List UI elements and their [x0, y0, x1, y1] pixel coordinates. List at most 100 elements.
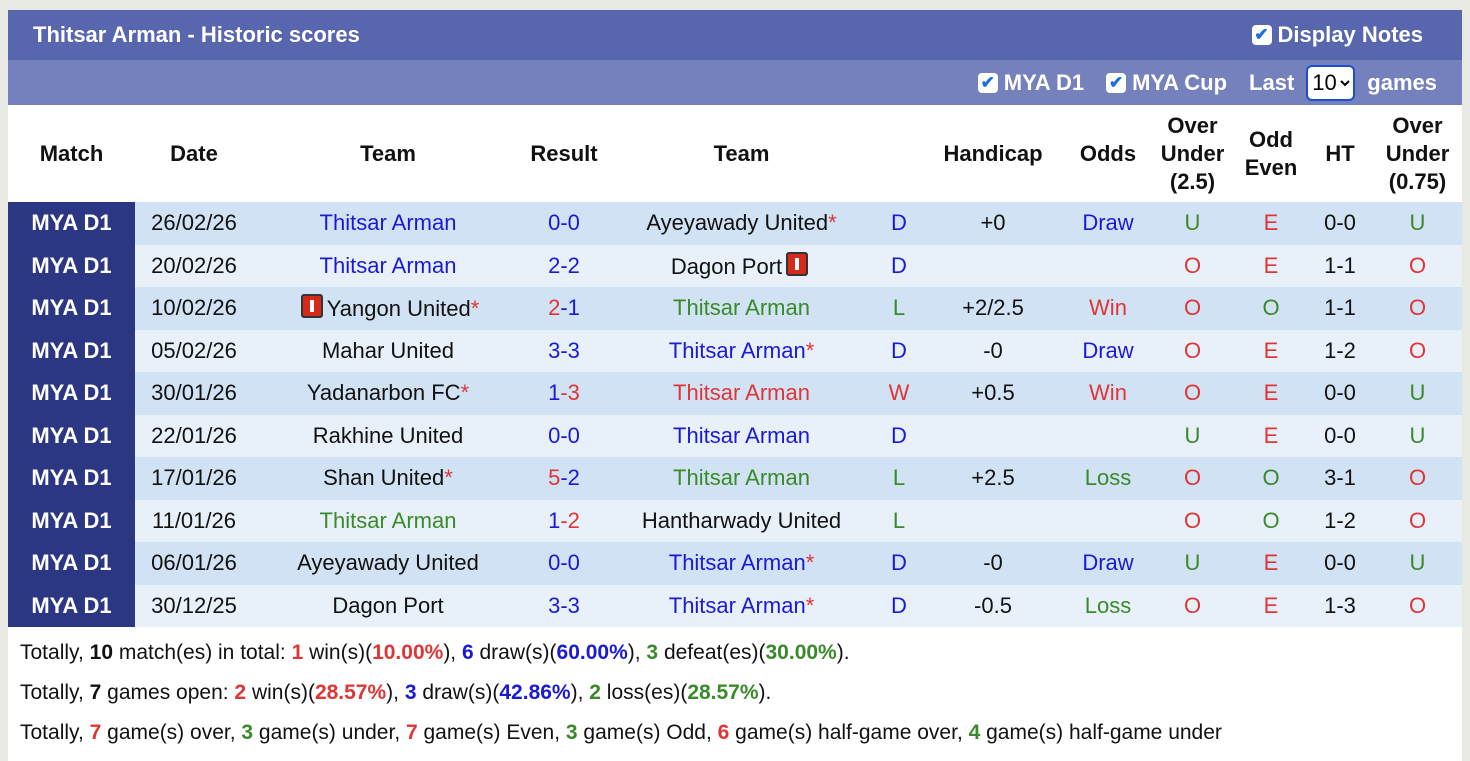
home-team-cell: Dagon Port	[253, 584, 523, 627]
match-league[interactable]: MYA D1	[8, 244, 135, 287]
summary-segment: game(s) Even,	[417, 721, 566, 744]
panel-title: Thitsar Arman - Historic scores	[33, 22, 360, 47]
result-score[interactable]: 2-1	[523, 287, 605, 330]
away-score: 3	[567, 337, 580, 363]
away-team-name[interactable]: Thitsar Arman	[668, 592, 806, 618]
summary-segment: ),	[627, 641, 647, 664]
summary-line: Totally, 7 game(s) over, 3 game(s) under…	[20, 713, 1450, 753]
summary-segment: ),	[443, 641, 462, 664]
away-team-name[interactable]: Thitsar Arman	[673, 380, 810, 406]
summary-segment: 6	[717, 721, 730, 744]
summary-segment: Totally,	[20, 641, 90, 664]
odd-even: E	[1235, 329, 1307, 372]
odds-result: Draw	[1066, 202, 1150, 245]
away-team-name[interactable]: Thitsar Arman	[668, 337, 806, 363]
checkbox-checked-icon[interactable]: ✔	[1106, 72, 1127, 93]
match-league[interactable]: MYA D1	[8, 287, 135, 330]
half-time-score: 1-2	[1307, 499, 1373, 542]
match-league[interactable]: MYA D1	[8, 202, 135, 245]
filter-mya-cup[interactable]: ✔ MYA Cup	[1106, 70, 1227, 96]
odd-even: O	[1235, 499, 1307, 542]
summary-segment: ).	[836, 641, 850, 664]
home-team-name[interactable]: Shan United	[323, 465, 445, 491]
score-separator: -	[560, 252, 568, 278]
wdl-result: L	[878, 287, 920, 330]
home-team-name[interactable]: Yadanarbon FC	[306, 380, 461, 406]
match-date: 20/02/26	[135, 244, 253, 287]
match-league[interactable]: MYA D1	[8, 584, 135, 627]
away-team-name[interactable]: Thitsar Arman	[673, 295, 810, 321]
home-team-name[interactable]: Rakhine United	[312, 422, 464, 448]
score-separator: -	[560, 380, 568, 406]
header-over-under-0-75: Over Under (0.75)	[1385, 112, 1450, 194]
display-notes-toggle[interactable]: ✔ Display Notes	[1251, 22, 1423, 48]
over-under-075: O	[1373, 584, 1462, 627]
away-team-name[interactable]: Thitsar Arman	[673, 422, 810, 448]
over-under: O	[1150, 457, 1235, 500]
result-score[interactable]: 1-2	[523, 499, 605, 542]
summary-segment: 3	[565, 721, 578, 744]
home-team-name[interactable]: Mahar United	[321, 337, 455, 363]
summary-segment: game(s) half-game over,	[729, 721, 969, 744]
star-icon: *	[460, 380, 470, 406]
header-odds: Odds	[1079, 140, 1137, 166]
match-league[interactable]: MYA D1	[8, 499, 135, 542]
home-team-name[interactable]: Thitsar Arman	[319, 210, 457, 236]
result-score[interactable]: 0-0	[523, 202, 605, 245]
summary-segment: match(es) in total:	[113, 641, 292, 664]
table-row: MYA D1 26/02/26 Thitsar Arman 0-0 Ayeyaw…	[8, 202, 1462, 245]
summary-segment: 10.00%	[372, 641, 444, 664]
home-team-name[interactable]: Ayeyawady United	[297, 550, 479, 576]
away-team-name[interactable]: Thitsar Arman	[668, 550, 806, 576]
score-separator: -	[560, 592, 568, 618]
header-ht: HT	[1325, 140, 1355, 166]
summary-segment: draw(s)(	[473, 641, 557, 664]
result-score[interactable]: 3-3	[523, 329, 605, 372]
last-games-select[interactable]: 10	[1306, 64, 1356, 101]
result-score[interactable]: 5-2	[523, 457, 605, 500]
wdl-result: L	[878, 499, 920, 542]
match-league[interactable]: MYA D1	[8, 457, 135, 500]
score-separator: -	[560, 465, 568, 491]
match-league[interactable]: MYA D1	[8, 372, 135, 415]
match-date: 30/12/25	[135, 584, 253, 627]
over-under-075: O	[1373, 457, 1462, 500]
result-score[interactable]: 0-0	[523, 542, 605, 585]
over-under: O	[1150, 244, 1235, 287]
filter-mya-d1[interactable]: ✔ MYA D1	[977, 70, 1084, 96]
summary-segment: 2	[589, 681, 601, 704]
away-team-name[interactable]: Thitsar Arman	[673, 465, 810, 491]
home-team-name[interactable]: Dagon Port	[332, 592, 444, 618]
result-score[interactable]: 0-0	[523, 414, 605, 457]
away-team-name[interactable]: Dagon Port	[670, 253, 783, 279]
match-date: 30/01/26	[135, 372, 253, 415]
away-team-name[interactable]: Ayeyawady United	[646, 210, 829, 236]
away-score: 3	[567, 380, 580, 406]
table-row: MYA D1 11/01/26 Thitsar Arman 1-2 Hantha…	[8, 499, 1462, 542]
checkbox-checked-icon[interactable]: ✔	[1251, 25, 1272, 45]
half-time-score: 0-0	[1307, 414, 1373, 457]
table-header: Match Date Team Result Team Handicap Odds Over …	[8, 105, 1462, 202]
checkbox-checked-icon[interactable]: ✔	[977, 72, 998, 93]
red-card-icon	[300, 294, 323, 319]
home-team-name[interactable]: Thitsar Arman	[319, 507, 457, 533]
half-time-score: 0-0	[1307, 202, 1373, 245]
match-league[interactable]: MYA D1	[8, 542, 135, 585]
home-score: 1	[548, 507, 561, 533]
half-time-score: 1-2	[1307, 329, 1373, 372]
result-score[interactable]: 2-2	[523, 244, 605, 287]
summary-segment: 7	[89, 681, 102, 704]
result-score[interactable]: 3-3	[523, 584, 605, 627]
home-team-cell: Shan United*	[253, 457, 523, 500]
match-league[interactable]: MYA D1	[8, 329, 135, 372]
result-score[interactable]: 1-3	[523, 372, 605, 415]
home-team-name[interactable]: Thitsar Arman	[319, 252, 457, 278]
summary-segment: 60.00%	[556, 641, 628, 664]
away-team-name[interactable]: Hantharwady United	[641, 507, 842, 533]
home-team-name[interactable]: Yangon United	[326, 296, 471, 322]
match-date: 17/01/26	[135, 457, 253, 500]
home-team-cell: Thitsar Arman	[253, 499, 523, 542]
summary-segment: 7	[405, 721, 418, 744]
match-date: 11/01/26	[135, 499, 253, 542]
match-league[interactable]: MYA D1	[8, 414, 135, 457]
